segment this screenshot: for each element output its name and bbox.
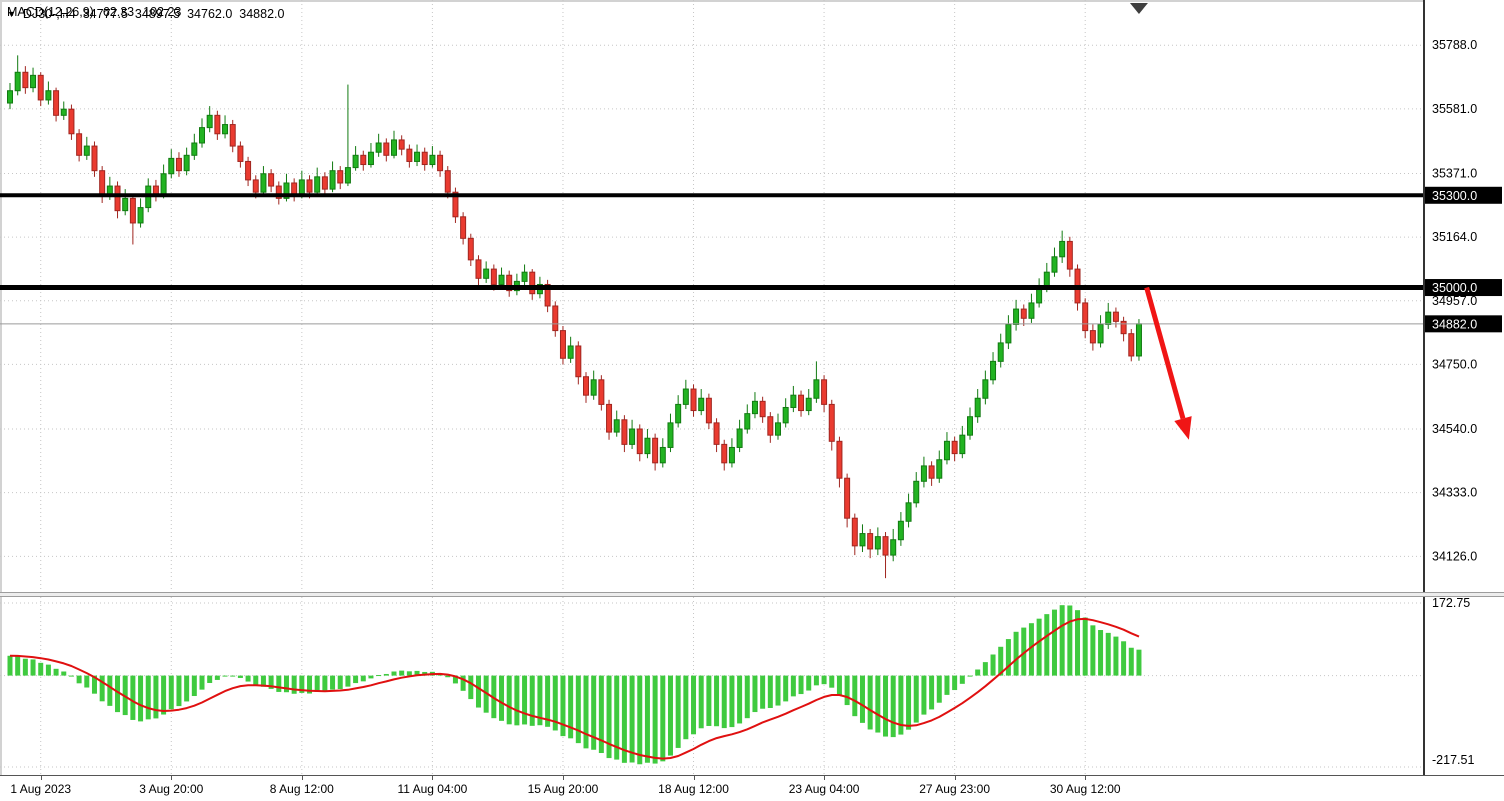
price-tick-label: 34957.0 xyxy=(1432,294,1477,308)
price-tag-35000.0-label: 35000.0 xyxy=(1432,281,1477,295)
macd-histogram xyxy=(7,605,1142,765)
time-tick-label: 8 Aug 12:00 xyxy=(269,782,334,796)
chart-shift-marker-icon[interactable] xyxy=(1129,3,1148,14)
macd-axis[interactable] xyxy=(1424,597,1504,775)
time-tick-label: 23 Aug 04:00 xyxy=(788,782,860,796)
time-tick-label: 11 Aug 04:00 xyxy=(397,782,468,796)
macd-grid-layer xyxy=(0,597,1424,775)
pane-divider[interactable] xyxy=(0,592,1504,597)
symbol-timeframe: DJ30-,H4 xyxy=(22,7,76,21)
price-tick-label: 34750.0 xyxy=(1432,357,1477,371)
price-chart-pane[interactable]: 35788.0 35581.0 35371.0 35164.0 34957.0 34750… xyxy=(0,0,1504,592)
close-value: 34882.0 xyxy=(239,7,285,21)
time-tick-mark xyxy=(432,776,434,780)
price-tick-label: 34333.0 xyxy=(1432,486,1477,500)
time-tick-mark xyxy=(824,776,826,780)
time-tick-mark xyxy=(693,776,695,780)
macd-signal-line xyxy=(9,617,1140,760)
price-tick-label: 35164.0 xyxy=(1432,230,1477,244)
time-tick-label: 30 Aug 12:00 xyxy=(1049,782,1121,796)
macd-main-value: 62.33 xyxy=(102,5,135,19)
ohlc-readout: ▼ DJ30-,H4 34777.5 34897.5 34762.0 34882… xyxy=(7,7,284,21)
price-tag-35300.0-label: 35300.0 xyxy=(1432,189,1477,203)
time-tick-label: 15 Aug 20:00 xyxy=(527,782,599,796)
macd-signal-value: 102.23 xyxy=(143,5,182,19)
macd-indicator-label: MACD(12,26,9) 62.33 102.23 xyxy=(7,5,181,19)
time-tick-mark xyxy=(171,776,173,780)
price-tick-label: 34126.0 xyxy=(1432,549,1477,563)
current-price-tag xyxy=(1425,315,1502,333)
time-tick-mark xyxy=(562,776,564,780)
price-tick-label: 35371.0 xyxy=(1432,166,1477,180)
macd-name: MACD(12,26,9) xyxy=(7,5,94,19)
price-tick-label: 35788.0 xyxy=(1432,38,1477,52)
price-tick-label: 34540.0 xyxy=(1432,422,1477,436)
candles-layer xyxy=(7,55,1142,579)
time-tick-mark xyxy=(1085,776,1087,780)
time-tick-mark xyxy=(954,776,956,780)
collapse-triangle-icon[interactable]: ▼ xyxy=(7,8,16,19)
time-tick-label: 1 Aug 2023 xyxy=(10,782,72,796)
high-value: 34897.5 xyxy=(134,7,181,21)
time-tick-label: 3 Aug 20:00 xyxy=(139,782,204,796)
price-tag-35000.0 xyxy=(1425,279,1502,297)
time-tick-mark xyxy=(40,776,42,780)
time-tick-label: 27 Aug 23:00 xyxy=(919,782,990,796)
macd-pane[interactable]: 172.75 -217.51 xyxy=(0,597,1504,775)
price-tag-35300.0 xyxy=(1425,186,1502,204)
low-value: 34762.0 xyxy=(187,7,233,21)
trend-arrow[interactable] xyxy=(1144,286,1192,440)
current-price-tag-label: 34882.0 xyxy=(1432,317,1477,331)
time-tick-mark xyxy=(301,776,303,780)
macd-axis-max-label: 172.75 xyxy=(1432,597,1470,610)
grid-layer xyxy=(0,0,1424,592)
open-value: 34777.5 xyxy=(82,7,128,21)
time-axis[interactable]: 1 Aug 2023 3 Aug 20:00 8 Aug 12:00 11 Aug 0… xyxy=(0,775,1504,801)
macd-axis-min-label: -217.51 xyxy=(1432,753,1474,767)
price-tick-label: 35581.0 xyxy=(1432,102,1477,116)
time-tick-label: 18 Aug 12:00 xyxy=(658,782,729,796)
